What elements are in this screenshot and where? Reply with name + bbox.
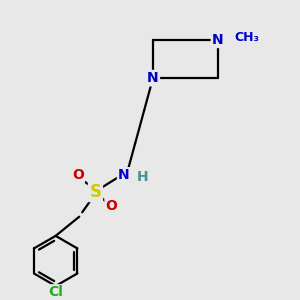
- Text: N: N: [147, 71, 159, 85]
- Text: O: O: [72, 168, 84, 182]
- Text: O: O: [106, 200, 118, 213]
- Text: N: N: [212, 33, 224, 47]
- Text: S: S: [89, 183, 101, 201]
- Text: Cl: Cl: [48, 286, 63, 299]
- Text: N: N: [118, 168, 130, 182]
- Text: CH₃: CH₃: [234, 31, 259, 44]
- Text: H: H: [137, 170, 148, 184]
